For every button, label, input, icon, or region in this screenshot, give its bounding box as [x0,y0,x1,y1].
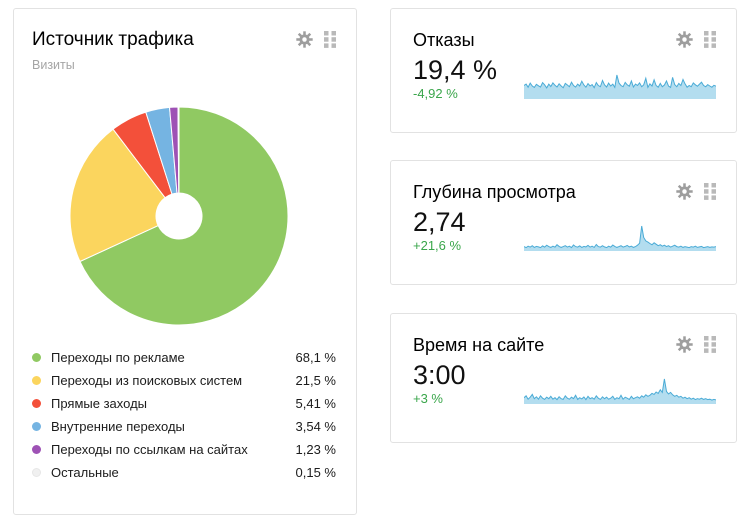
legend-value: 5,41 % [295,396,336,411]
time-on-site-change: +3 % [413,391,443,406]
bounce-rate-widget: Отказы 19,4 % -4,92 % [390,8,737,133]
legend-dot-other [32,468,41,477]
page-depth-value: 2,74 [413,207,466,237]
depth-widget-title: Глубина просмотра [413,182,576,202]
bounce-rate-change: -4,92 % [413,86,458,101]
legend-label: Переходы из поисковых систем [51,373,243,388]
legend-dot-direct [32,399,41,408]
traffic-source-widget: Источник трафика [13,8,357,515]
page-depth-widget: Глубина просмотра 2,74 +21,6 % [390,160,737,285]
legend-label: Внутренние переходы [51,419,185,434]
bounce-rate-value: 19,4 % [413,55,498,85]
pie-slice[interactable] [79,106,289,326]
traffic-legend: Переходы по рекламе 68,1 % Переходы из п… [14,346,356,484]
gear-icon[interactable] [296,31,313,48]
time-widget-title: Время на сайте [413,335,545,355]
legend-value: 3,54 % [295,419,336,434]
legend-value: 0,15 % [295,465,336,480]
bounce-widget-title: Отказы [413,30,475,50]
pie-slice[interactable] [69,128,166,263]
legend-label: Прямые заходы [51,396,148,411]
drag-handle-icon[interactable] [704,336,716,353]
gear-icon[interactable] [676,183,693,200]
pie-slice[interactable] [177,106,180,194]
legend-dot-internal [32,422,41,431]
drag-handle-icon[interactable] [704,31,716,48]
bounce-rate-sparkline[interactable] [524,72,716,99]
page-depth-change: +21,6 % [413,238,462,253]
traffic-widget-title: Источник трафика [32,29,194,50]
time-on-site-widget: Время на сайте 3:00 +3 % [390,313,737,443]
legend-label: Переходы по ссылкам на сайтах [51,442,248,457]
legend-label: Переходы по рекламе [51,350,185,365]
time-on-site-sparkline[interactable] [524,377,716,404]
legend-dot-site-links [32,445,41,454]
legend-value: 68,1 % [295,350,336,365]
legend-label: Остальные [51,465,119,480]
legend-item-other[interactable]: Остальные 0,15 % [14,461,356,484]
gear-icon[interactable] [676,31,693,48]
legend-item-search[interactable]: Переходы из поисковых систем 21,5 % [14,369,356,392]
legend-dot-ads [32,353,41,362]
legend-dot-search [32,376,41,385]
drag-handle-icon[interactable] [324,31,336,48]
traffic-pie-chart[interactable] [14,106,358,327]
gear-icon[interactable] [676,336,693,353]
legend-value: 21,5 % [295,373,336,388]
drag-handle-icon[interactable] [704,183,716,200]
legend-value: 1,23 % [295,442,336,457]
legend-item-ads[interactable]: Переходы по рекламе 68,1 % [14,346,356,369]
page-depth-sparkline[interactable] [524,224,716,251]
traffic-widget-subtitle: Визиты [32,58,75,72]
legend-item-direct[interactable]: Прямые заходы 5,41 % [14,392,356,415]
legend-item-site-links[interactable]: Переходы по ссылкам на сайтах 1,23 % [14,438,356,461]
legend-item-internal[interactable]: Внутренние переходы 3,54 % [14,415,356,438]
time-on-site-value: 3:00 [413,360,466,390]
